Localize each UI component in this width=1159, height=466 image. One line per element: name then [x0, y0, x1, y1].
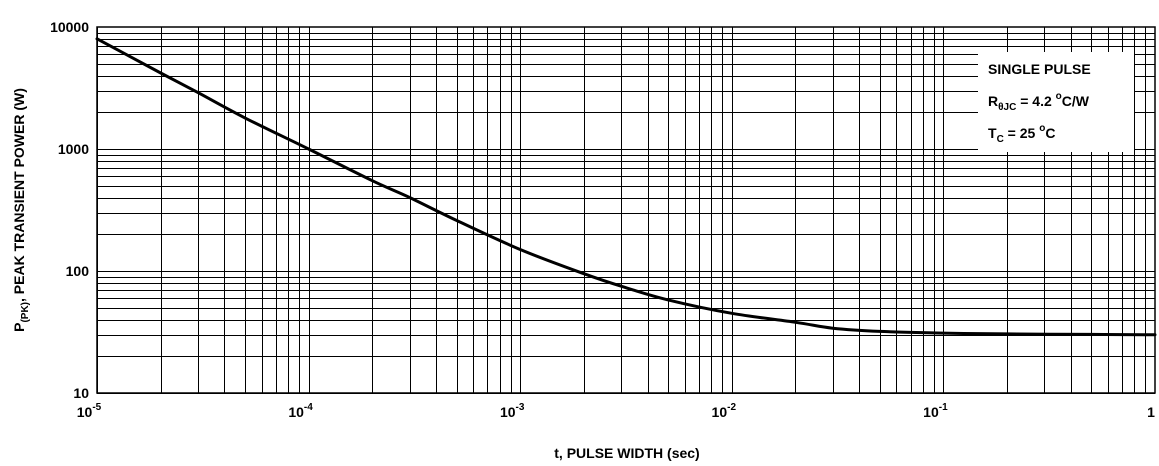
y-axis-title-rest: , PEAK TRANSIENT POWER (W)	[11, 88, 27, 302]
legend-line-thermal-resistance: RθJC = 4.2 oC/W	[988, 91, 1090, 113]
y-axis-title: P(PK), PEAK TRANSIENT POWER (W)	[11, 88, 31, 332]
y-axis-title-main: P	[11, 323, 27, 332]
x-tick-label: 10-5	[77, 402, 102, 420]
y-tick-label: 100	[66, 263, 90, 279]
power-curve-line	[95, 37, 1157, 337]
y-tick-label: 1000	[58, 141, 89, 157]
legend-t-sub: C	[997, 134, 1004, 145]
legend-t-main: T	[988, 125, 997, 141]
legend-r-sub: θJC	[998, 102, 1016, 113]
x-tick-label: 1	[1147, 404, 1155, 420]
y-tick-label: 10000	[50, 19, 89, 35]
y-axis-title-sub: (PK)	[20, 302, 31, 323]
x-axis-title: t, PULSE WIDTH (sec)	[554, 445, 699, 461]
y-tick-labels: 10 100 1000 10000	[50, 19, 89, 401]
x-tick-label: 10-4	[288, 402, 313, 420]
x-tick-label: 10-2	[712, 402, 737, 420]
legend-t-unit: C	[1045, 125, 1055, 141]
legend-r-main: R	[988, 93, 998, 109]
legend-line-single-pulse: SINGLE PULSE	[988, 61, 1091, 77]
legend-line-case-temp: TC = 25 oC	[988, 123, 1055, 145]
plot-frame	[96, 26, 1156, 394]
x-tick-labels: 10-5 10-4 10-3 10-2 10-1 1	[77, 402, 1155, 420]
legend-box	[978, 52, 1134, 152]
y-tick-label: 10	[73, 385, 89, 401]
legend-t-degree: o	[1039, 123, 1045, 134]
chart-legend: SINGLE PULSE RθJC = 4.2 oC/W TC = 25 oC	[978, 52, 1134, 152]
legend-r-degree: o	[1056, 91, 1062, 102]
legend-t-rest: = 25	[1004, 125, 1039, 141]
legend-r-rest: = 4.2	[1016, 93, 1055, 109]
x-tick-label: 10-1	[923, 402, 948, 420]
legend-r-unit: C/W	[1062, 93, 1090, 109]
x-tick-label: 10-3	[500, 402, 525, 420]
